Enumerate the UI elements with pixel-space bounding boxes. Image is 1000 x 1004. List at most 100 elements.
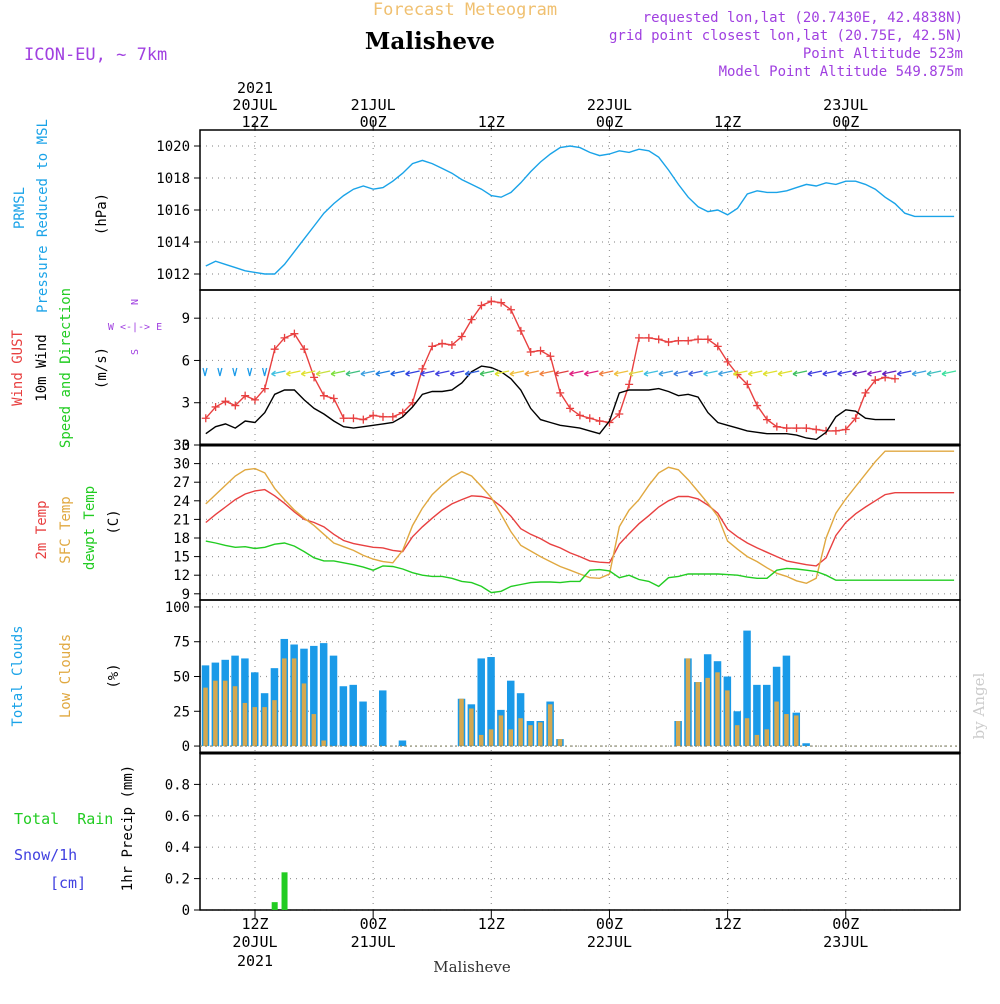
precip-ytick-label: 0.2 xyxy=(165,872,190,888)
pressure-ytick-label: 1018 xyxy=(156,171,190,187)
gust-marker xyxy=(546,352,555,361)
header-model: ICON-EU, ~ 7km xyxy=(24,45,167,65)
gust-marker xyxy=(890,374,899,383)
temp-ytick-label: 24 xyxy=(173,494,190,510)
gust-marker xyxy=(221,397,230,406)
temp-labels: 2m Temp SFC Temp dewpt Temp (C) xyxy=(34,486,122,570)
gust-marker xyxy=(201,414,210,423)
bottom-axis-hour: 12Z xyxy=(241,915,268,933)
gust-marker xyxy=(871,376,880,385)
low-cloud-bar xyxy=(685,658,691,747)
wind-label-speed-dir: Speed and Direction xyxy=(58,288,74,448)
wind-direction-arrow xyxy=(420,370,435,377)
top-axis-date: 22JUL xyxy=(587,96,632,114)
wind-label-gust: Wind GUST xyxy=(10,330,26,406)
low-cloud-bar xyxy=(242,702,248,747)
wind-direction-arrow xyxy=(390,370,405,377)
low-cloud-bar xyxy=(508,729,513,747)
wind-label-10m: 10m Wind xyxy=(34,334,50,401)
gust-marker xyxy=(753,401,762,410)
low-cloud-bar xyxy=(754,734,760,747)
wind-direction-arrow xyxy=(598,370,614,377)
wind-direction-arrow xyxy=(643,370,659,377)
gust-marker xyxy=(762,415,771,424)
gust-marker xyxy=(841,425,850,434)
wind-direction-arrow xyxy=(926,370,942,377)
gust-marker xyxy=(280,333,289,342)
low-cloud-bar xyxy=(478,734,484,747)
pressure-label-msl: Pressure Reduced to MSL xyxy=(35,119,51,313)
gust-marker xyxy=(447,340,456,349)
gust-marker xyxy=(241,391,250,400)
gust-marker xyxy=(270,345,279,354)
gust-marker xyxy=(319,391,328,400)
wind-direction-arrow xyxy=(300,370,316,377)
pressure-ytick-label: 1014 xyxy=(156,235,190,251)
wind-direction-arrow xyxy=(449,370,465,377)
low-cloud-bar xyxy=(675,721,681,747)
gust-marker xyxy=(526,348,535,356)
wind-direction-arrow xyxy=(762,370,778,377)
gust-marker xyxy=(477,301,486,310)
wind-direction-arrow xyxy=(330,370,346,377)
total-cloud-bar xyxy=(487,657,495,747)
low-cloud-bar xyxy=(232,686,238,747)
wind-direction-arrow xyxy=(718,370,733,377)
low-cloud-bar xyxy=(784,714,789,747)
temp-ytick-label: 9 xyxy=(182,587,190,603)
low-cloud-bar xyxy=(282,658,287,747)
bottom-axis-date: 21JUL xyxy=(351,933,396,951)
total-cloud-bar xyxy=(743,630,751,747)
top-axis-year: 2021 xyxy=(237,79,273,97)
gust-marker xyxy=(497,298,506,307)
gust-marker xyxy=(664,338,673,347)
total-cloud-bar xyxy=(398,740,407,747)
top-axis-date: 23JUL xyxy=(823,96,868,114)
gust-marker xyxy=(457,332,466,341)
gust-marker xyxy=(861,388,870,397)
cloud-ytick-label: 25 xyxy=(173,704,190,720)
gust-marker xyxy=(349,414,358,423)
temp-label-sfc: SFC Temp xyxy=(58,496,74,563)
cloud-unit: (%) xyxy=(106,663,122,688)
temp-ytick-label: 21 xyxy=(173,512,190,528)
wind-direction-arrow xyxy=(539,370,554,377)
wind-direction-arrow xyxy=(464,370,480,377)
gust-marker xyxy=(802,424,811,433)
gust-marker xyxy=(851,414,860,423)
wind-direction-arrow xyxy=(375,370,390,377)
wind-direction-arrow xyxy=(658,370,674,377)
wind-direction-arrow xyxy=(435,370,450,377)
wind-direction-arrow xyxy=(509,370,525,377)
wind-direction-arrow xyxy=(232,367,238,377)
gust-marker xyxy=(487,297,496,306)
rain-bar xyxy=(271,902,278,910)
wind-direction-arrow xyxy=(867,370,882,377)
gust-marker xyxy=(595,417,604,426)
low-cloud-bar xyxy=(291,658,297,747)
gust-marker xyxy=(438,339,447,348)
wind-direction-arrow xyxy=(217,367,223,377)
precip-labels: Total Rain Snow/1h [cm] 1hr Precip (mm) xyxy=(14,765,136,892)
total-cloud-bar xyxy=(802,743,810,747)
compass-south: S xyxy=(130,349,141,355)
gust-marker xyxy=(251,395,259,404)
gust-line xyxy=(205,300,896,432)
wind-ytick-label: 9 xyxy=(182,311,190,327)
gust-marker xyxy=(654,335,663,344)
pressure-ytick-label: 1016 xyxy=(156,203,190,219)
temp-2m-line xyxy=(205,488,955,567)
wind-direction-arrow xyxy=(405,370,420,377)
wind-direction-arrow xyxy=(852,370,867,377)
wind-direction-arrow xyxy=(673,370,688,377)
header-title: Forecast Meteogram xyxy=(373,0,557,20)
wind-ytick-label: 3 xyxy=(182,396,190,412)
gust-marker xyxy=(684,336,693,345)
low-cloud-bar xyxy=(203,687,208,747)
low-cloud-bar xyxy=(301,683,307,747)
total-cloud-bar xyxy=(753,684,761,747)
low-cloud-bar xyxy=(744,718,750,747)
gust-marker xyxy=(536,346,545,355)
total-cloud-bar xyxy=(349,684,357,747)
total-cloud-bar xyxy=(329,655,338,747)
